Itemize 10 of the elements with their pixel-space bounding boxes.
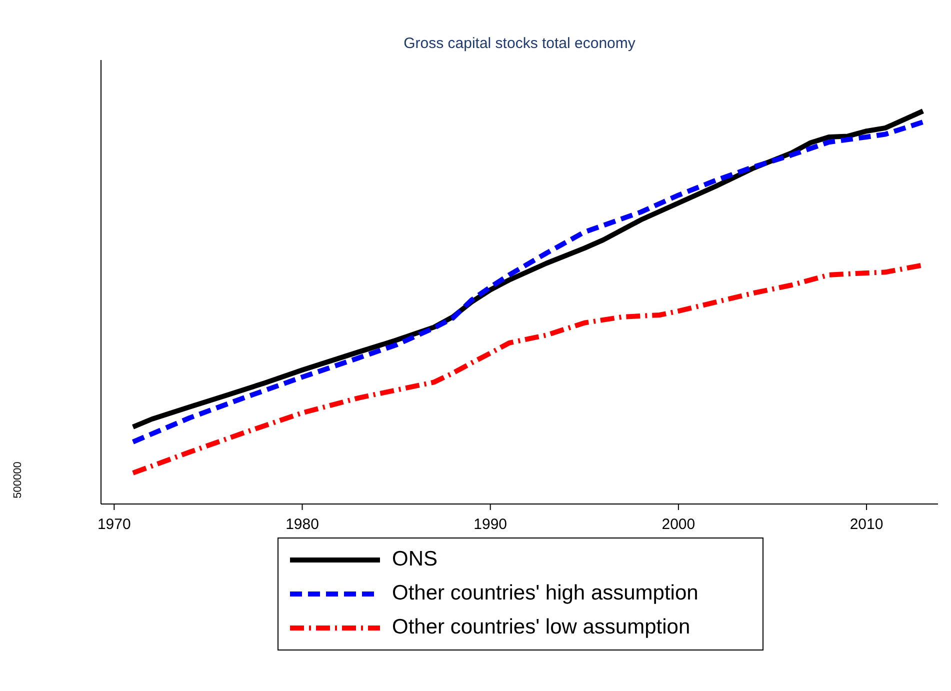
legend-label: ONS bbox=[392, 548, 438, 571]
legend-label: Other countries' low assumption bbox=[392, 616, 690, 639]
legend-label: Other countries' high assumption bbox=[392, 582, 698, 605]
x-tick-label: 1970 bbox=[97, 516, 131, 533]
x-tick-label: 2010 bbox=[850, 516, 884, 533]
chart-title: Gross capital stocks total economy bbox=[404, 35, 636, 52]
x-tick-label: 2000 bbox=[662, 516, 696, 533]
text: 500000 bbox=[12, 462, 24, 498]
x-tick-label: 1980 bbox=[286, 516, 319, 533]
x-tick-label: 1990 bbox=[474, 516, 508, 533]
